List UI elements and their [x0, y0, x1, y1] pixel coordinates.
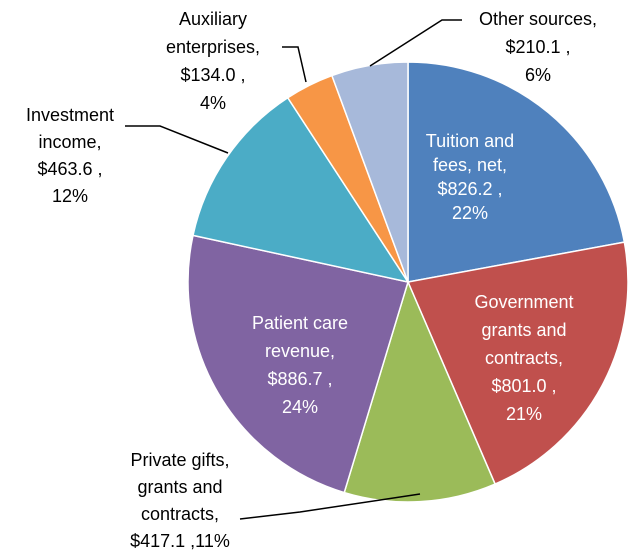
pie-slice	[343, 279, 497, 503]
data-label: contracts,	[485, 348, 563, 368]
data-label: revenue,	[265, 341, 335, 361]
data-label: contracts,	[141, 504, 219, 524]
leader-line	[369, 19, 462, 67]
pie-slice	[330, 61, 409, 283]
data-label: $134.0 ,	[180, 65, 245, 85]
data-label: Private gifts,	[130, 450, 229, 470]
data-label: 22%	[452, 203, 488, 223]
leader-line	[282, 46, 307, 83]
data-label: 24%	[282, 397, 318, 417]
leader-line	[125, 125, 229, 154]
data-label: Tuition and	[426, 131, 514, 151]
data-label: fees, net,	[433, 155, 507, 175]
data-label: income,	[38, 132, 101, 152]
data-label: Patient care	[252, 313, 348, 333]
data-label: enterprises,	[166, 37, 260, 57]
data-label: $826.2 ,	[437, 179, 502, 199]
data-label: $463.6 ,	[37, 159, 102, 179]
data-label: 12%	[52, 186, 88, 206]
data-label: grants and	[481, 320, 566, 340]
pie-slice	[192, 96, 410, 284]
data-label: grants and	[137, 477, 222, 497]
data-label: $210.1 ,	[505, 37, 570, 57]
data-label: Government	[474, 292, 573, 312]
leader-line	[239, 493, 421, 520]
data-label: $801.0 ,	[491, 376, 556, 396]
data-label: Other sources,	[479, 9, 597, 29]
pie-slice	[407, 61, 626, 283]
data-label: 21%	[506, 404, 542, 424]
data-label: Auxiliary	[179, 9, 247, 29]
data-label: 4%	[200, 93, 226, 113]
data-label: Investment	[26, 105, 114, 125]
data-label: $417.1 ,11%	[130, 531, 230, 551]
pie-slice	[187, 234, 409, 494]
data-label: 6%	[525, 65, 551, 85]
data-label: $886.7 ,	[267, 369, 332, 389]
